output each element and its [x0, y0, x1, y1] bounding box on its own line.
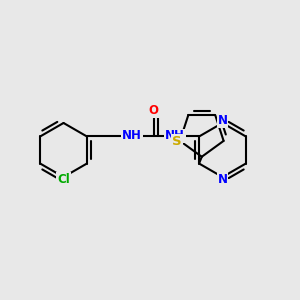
Text: NH: NH [165, 129, 185, 142]
Text: N: N [218, 173, 227, 186]
Text: NH: NH [122, 129, 142, 142]
Text: O: O [148, 104, 159, 117]
Text: S: S [172, 135, 182, 148]
Text: Cl: Cl [57, 173, 70, 186]
Text: N: N [218, 114, 227, 127]
